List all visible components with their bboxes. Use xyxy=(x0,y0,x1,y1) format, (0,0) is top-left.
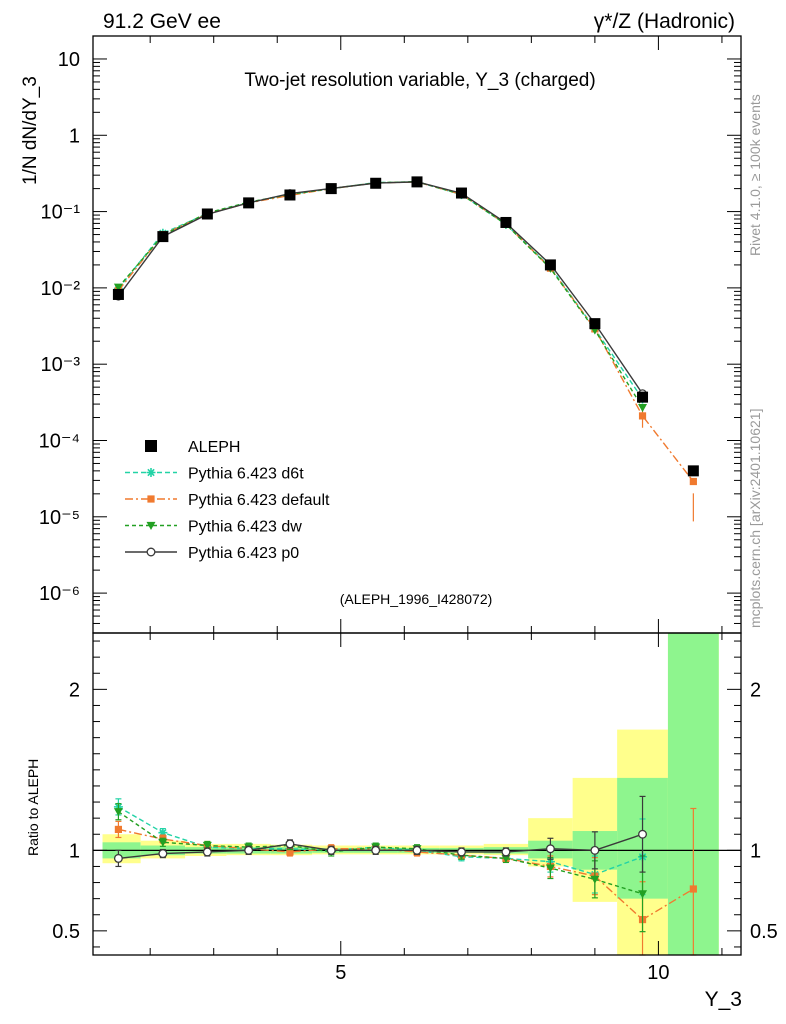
ratio-point xyxy=(158,838,168,847)
main-point xyxy=(637,391,649,403)
legend-label: Pythia 6.423 default xyxy=(188,492,330,509)
main-point xyxy=(687,465,699,477)
main-point xyxy=(638,403,648,413)
main-line-pythia-6-423-default xyxy=(117,181,694,482)
main-series-aleph xyxy=(112,176,699,477)
legend-marker xyxy=(147,495,155,503)
ratio-y-tick-label: 2 xyxy=(69,679,80,701)
ratio-frame xyxy=(92,632,742,956)
ratio-point xyxy=(326,845,336,855)
ratio-point xyxy=(286,848,294,856)
ratio-point xyxy=(501,854,511,863)
x-axis-label: Y_3 xyxy=(705,988,742,1011)
main-y-tick-label: 1 xyxy=(69,125,80,147)
main-point xyxy=(243,197,255,209)
main-line-pythia-6-423-dw xyxy=(117,180,644,408)
legend-item-pythia-6-423-d6t: Pythia 6.423 d6t xyxy=(125,466,304,483)
main-point xyxy=(455,187,467,199)
main-point xyxy=(589,318,601,330)
ratio-point xyxy=(158,849,168,859)
main-y-tick-label: 10⁻² xyxy=(41,278,81,300)
main-point xyxy=(157,231,169,243)
ratio-point xyxy=(113,853,123,863)
main-panel: Two-jet resolution variable, Y_3 (charge… xyxy=(39,35,741,634)
legend: ALEPH Pythia 6.423 d6t Pythia 6.423 defaul… xyxy=(125,439,330,562)
ratio-point xyxy=(590,875,600,884)
legend-label: Pythia 6.423 dw xyxy=(188,519,302,536)
legend-item-pythia-6-423-dw: Pythia 6.423 dw xyxy=(125,519,302,536)
ratio-point xyxy=(545,864,555,873)
plot-title: Two-jet resolution variable, Y_3 (charge… xyxy=(244,70,595,91)
main-y-tick-label: 10⁻¹ xyxy=(41,202,81,224)
legend-marker xyxy=(146,468,156,477)
ratio-point xyxy=(113,808,123,817)
main-point xyxy=(500,216,512,228)
ratio-point xyxy=(638,890,648,899)
process-label: γ*/Z (Hadronic) xyxy=(594,10,735,33)
ratio-point xyxy=(371,845,381,855)
legend-marker xyxy=(146,521,156,530)
rivet-version-label: Rivet 4.1.0, ≥ 100k events xyxy=(747,94,763,256)
ratio-series-pythia-6-423-p0 xyxy=(113,795,648,873)
legend-label: Pythia 6.423 d6t xyxy=(188,466,304,483)
ratio-y-tick-label-right: 0.5 xyxy=(750,921,778,943)
ratio-ylabel: Ratio to ALEPH xyxy=(25,759,41,856)
legend-item-aleph: ALEPH xyxy=(145,439,240,456)
ratio-point xyxy=(456,847,466,857)
main-y-tick-label: 10 xyxy=(58,49,80,71)
main-point xyxy=(112,288,124,300)
ratio-point xyxy=(590,845,600,855)
main-line-pythia-6-423-d6t xyxy=(117,181,644,400)
main-point xyxy=(201,208,213,220)
energy-label: 91.2 GeV ee xyxy=(103,10,221,33)
ratio-point xyxy=(114,825,123,834)
ratio-point xyxy=(202,841,212,851)
main-series-pythia-6-423-p0 xyxy=(113,177,648,399)
main-y-tick-label: 10⁻⁵ xyxy=(39,507,80,529)
ratio-point xyxy=(638,829,648,839)
ratio-point xyxy=(545,844,555,854)
main-y-tick-label: 10⁻⁴ xyxy=(39,430,80,452)
main-point xyxy=(411,176,423,188)
main-point xyxy=(370,177,382,189)
ratio-point xyxy=(412,845,422,855)
main-point xyxy=(689,477,697,486)
legend-marker xyxy=(146,547,156,557)
main-point xyxy=(284,189,296,201)
ratio-y-tick-label-right: 1 xyxy=(750,840,761,862)
main-point xyxy=(113,283,123,292)
main-y-tick-label: 10⁻⁶ xyxy=(39,583,80,605)
x-tick-label: 10 xyxy=(647,962,669,984)
ratio-y-tick-label: 1 xyxy=(69,840,80,862)
ratio-y-tick-label-right: 2 xyxy=(750,679,761,701)
main-series-pythia-6-423-dw xyxy=(113,178,648,413)
ratio-point xyxy=(244,845,254,855)
main-point xyxy=(544,259,556,271)
legend-label: ALEPH xyxy=(188,439,240,456)
main-point xyxy=(325,183,337,195)
ratio-point xyxy=(158,828,168,838)
mcplots-label: mcplots.cern.ch [arXiv:2401.10621] xyxy=(747,409,763,628)
legend-marker xyxy=(145,440,157,452)
ratio-point xyxy=(202,847,212,857)
main-frame xyxy=(92,35,742,634)
ratio-point xyxy=(285,839,295,849)
analysis-id-label: (ALEPH_1996_I428072) xyxy=(340,591,493,607)
legend-label: Pythia 6.423 p0 xyxy=(188,545,299,562)
x-tick-label: 5 xyxy=(335,962,346,984)
ratio-point xyxy=(501,847,511,857)
ratio-panel: 2 2 1 1 0.5 0.5 5 10 xyxy=(52,633,778,984)
legend-item-pythia-6-423-p0: Pythia 6.423 p0 xyxy=(125,545,299,562)
ratio-y-tick-label: 0.5 xyxy=(52,921,80,943)
legend-item-pythia-6-423-default: Pythia 6.423 default xyxy=(125,492,330,509)
ratio-point xyxy=(689,885,697,893)
main-point xyxy=(638,412,647,420)
main-y-tick-label: 10⁻³ xyxy=(41,354,81,376)
main-ylabel: 1/N dN/dY_3 xyxy=(20,76,41,185)
